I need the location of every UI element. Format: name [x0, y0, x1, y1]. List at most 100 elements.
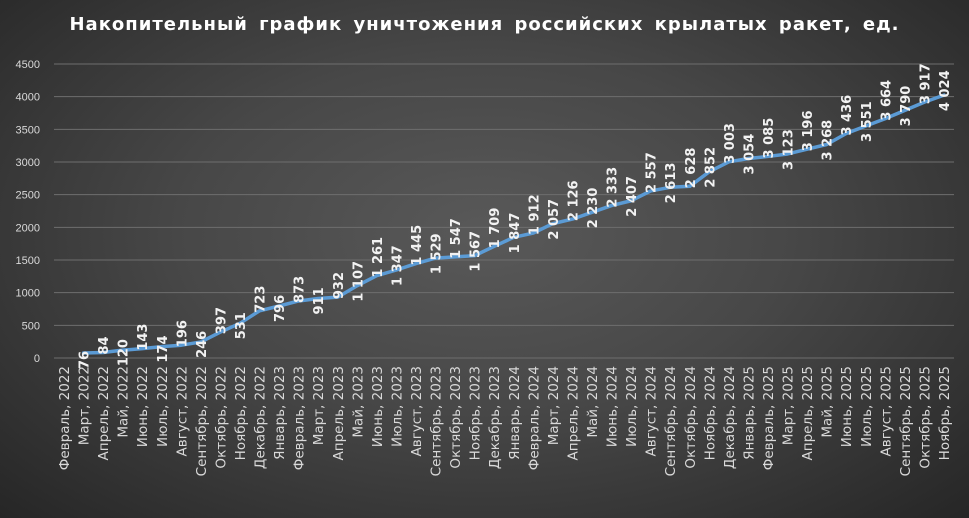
x-tick-label: Октябрь, 2024	[683, 366, 699, 469]
x-tick-label: Март, 2024	[546, 366, 562, 445]
data-label: 1 847	[508, 213, 523, 254]
data-label: 3 664	[879, 80, 894, 121]
y-tick-label: 2000	[16, 222, 40, 234]
data-label: 911	[312, 287, 327, 314]
x-tick-label: Июль, 2025	[859, 366, 875, 447]
x-tick-label: Январь, 2023	[272, 366, 288, 460]
data-label: 84	[97, 336, 112, 354]
x-tick-label: Март, 2023	[311, 366, 327, 445]
data-label: 3 123	[782, 129, 797, 170]
x-tick-label: Август, 2025	[878, 366, 894, 457]
chart-title: Накопительный график уничтожения российс…	[69, 14, 900, 35]
data-label: 1 529	[430, 233, 445, 274]
y-tick-label: 3000	[16, 157, 40, 169]
x-tick-label: Сентябрь, 2025	[898, 366, 914, 476]
x-tick-label: Февраль, 2023	[292, 366, 308, 470]
data-label: 3 436	[840, 95, 855, 136]
x-tick-label: Сентябрь, 2022	[194, 366, 210, 476]
data-label: 4 024	[938, 70, 953, 111]
data-label: 3 551	[860, 101, 875, 142]
x-tick-label: Ноябрь, 2025	[937, 366, 953, 460]
x-tick-label: Май, 2024	[585, 366, 601, 438]
x-tick-label: Декабрь, 2024	[722, 366, 738, 469]
x-tick-label: Август, 2024	[644, 366, 660, 457]
x-tick-label: Сентябрь, 2024	[663, 366, 679, 476]
y-tick-label: 4500	[16, 59, 40, 71]
data-label: 1 445	[410, 225, 425, 266]
data-label: 3 003	[723, 123, 738, 164]
data-label: 120	[117, 339, 132, 366]
data-label: 3 196	[801, 110, 816, 151]
data-label: 932	[332, 272, 347, 299]
x-tick-label: Май, 2025	[820, 366, 836, 438]
x-tick-label: Июль, 2023	[389, 366, 405, 447]
data-label: 2 628	[684, 148, 699, 189]
data-label: 2 557	[645, 152, 660, 193]
x-tick-label: Февраль, 2024	[526, 366, 542, 470]
x-tick-label: Январь, 2024	[507, 366, 523, 460]
data-label: 397	[214, 307, 229, 334]
x-tick-label: Июнь, 2022	[135, 366, 151, 447]
x-tick-label: Июнь, 2025	[839, 366, 855, 447]
data-label: 3 917	[918, 63, 933, 104]
x-tick-label: Январь, 2025	[741, 366, 757, 460]
data-label: 246	[195, 331, 210, 358]
data-label: 1 261	[371, 237, 386, 278]
x-tick-label: Декабрь, 2023	[487, 366, 503, 469]
data-label: 873	[293, 276, 308, 303]
data-label: 3 268	[821, 120, 836, 161]
x-tick-label: Сентябрь, 2023	[429, 366, 445, 476]
data-label: 2 852	[703, 147, 718, 188]
x-tick-label: Ноябрь, 2024	[702, 366, 718, 460]
data-label: 796	[273, 295, 288, 322]
data-label: 196	[175, 320, 190, 347]
x-tick-label: Май, 2023	[350, 366, 366, 438]
x-tick-label: Ноябрь, 2023	[468, 366, 484, 460]
y-tick-label: 3500	[16, 124, 40, 136]
data-label: 531	[234, 312, 249, 339]
data-label: 76	[78, 351, 93, 369]
x-tick-label: Март, 2022	[77, 366, 93, 445]
x-tick-label: Август, 2022	[174, 366, 190, 457]
x-tick-label: Апрель, 2022	[96, 366, 112, 460]
data-label: 2 057	[547, 199, 562, 240]
x-tick-label: Июнь, 2024	[605, 366, 621, 447]
x-tick-label: Февраль, 2025	[761, 366, 777, 470]
x-tick-label: Ноябрь, 2022	[233, 366, 249, 460]
x-tick-label: Июль, 2024	[624, 366, 640, 447]
x-tick-label: Апрель, 2024	[565, 366, 581, 460]
y-tick-label: 1500	[16, 255, 40, 267]
x-tick-label: Октябрь, 2025	[917, 366, 933, 469]
x-tick-label: Август, 2023	[409, 366, 425, 457]
data-label: 1 709	[488, 208, 503, 249]
x-tick-label: Февраль, 2022	[57, 366, 73, 470]
x-tick-label: Март, 2025	[781, 366, 797, 445]
data-label: 3 790	[899, 86, 914, 127]
x-tick-label: Июнь, 2023	[370, 366, 386, 447]
x-tick-label: Май, 2022	[116, 366, 132, 438]
y-tick-label: 2500	[16, 190, 40, 202]
y-tick-label: 4000	[16, 92, 40, 104]
x-tick-label: Октябрь, 2022	[213, 366, 229, 469]
data-label: 143	[136, 324, 151, 351]
data-label: 1 107	[351, 261, 366, 302]
data-label: 3 054	[742, 134, 757, 175]
data-label: 2 407	[625, 176, 640, 217]
data-label: 723	[254, 286, 269, 313]
data-label: 2 230	[586, 188, 601, 229]
x-tick-label: Апрель, 2023	[331, 366, 347, 460]
x-tick-label: Июль, 2022	[155, 366, 171, 447]
data-label: 174	[156, 335, 171, 362]
data-label: 2 333	[606, 167, 621, 208]
x-tick-label: Апрель, 2025	[800, 366, 816, 460]
y-tick-label: 1000	[16, 288, 40, 300]
data-label: 1 547	[449, 218, 464, 259]
data-label: 1 567	[469, 231, 484, 272]
y-tick-label: 500	[22, 320, 40, 332]
x-tick-label: Декабрь, 2022	[253, 366, 269, 469]
x-tick-label: Октябрь, 2023	[448, 366, 464, 469]
data-label: 1 347	[390, 245, 405, 286]
data-label: 2 613	[664, 163, 679, 204]
data-label: 3 085	[762, 118, 777, 159]
